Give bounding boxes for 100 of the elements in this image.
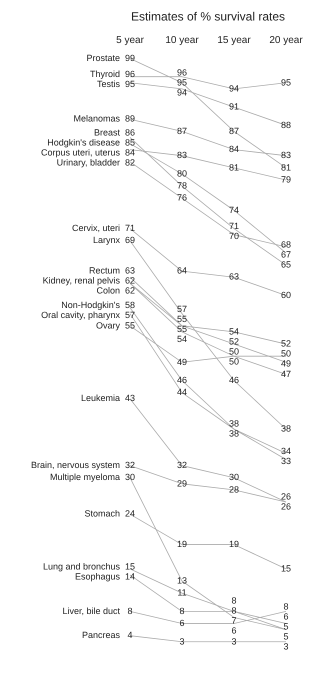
- data-label: 69: [124, 235, 136, 246]
- data-label: 81: [228, 162, 240, 172]
- data-label: 65: [280, 260, 292, 270]
- data-label: 4: [127, 630, 133, 640]
- series-label: Brain, nervous system: [30, 460, 120, 470]
- data-label: 67: [280, 249, 292, 260]
- data-label: 26: [280, 502, 292, 512]
- data-label: 80: [176, 168, 188, 178]
- series-label: Multiple myeloma: [50, 472, 120, 482]
- data-label: 29: [176, 478, 188, 488]
- data-label: 87: [176, 126, 188, 136]
- series-label: Melanomas: [73, 114, 120, 124]
- data-label: 95: [124, 79, 136, 90]
- data-label: 91: [228, 102, 240, 112]
- data-label: 58: [124, 300, 136, 310]
- data-label: 96: [176, 67, 188, 78]
- data-label: 74: [228, 204, 240, 215]
- data-label: 33: [280, 456, 292, 466]
- data-label: 84: [228, 144, 240, 154]
- data-label: 15: [280, 563, 292, 574]
- data-label: 54: [228, 326, 240, 336]
- data-label: 19: [176, 539, 188, 550]
- data-label: 19: [228, 539, 240, 550]
- data-label: 6: [179, 618, 185, 628]
- data-label: 96: [124, 69, 136, 80]
- data-label: 84: [124, 148, 136, 158]
- data-label: 68: [280, 239, 292, 250]
- data-label: 15: [124, 561, 136, 572]
- series-label: Oral cavity, pharynx: [41, 310, 120, 320]
- data-label: 52: [228, 336, 240, 347]
- data-label: 99: [124, 52, 136, 63]
- data-label: 46: [176, 374, 188, 385]
- data-label: 47: [280, 368, 292, 379]
- data-label: 70: [228, 231, 240, 242]
- data-label: 49: [280, 358, 292, 369]
- data-label: 88: [280, 120, 292, 130]
- data-label: 78: [176, 180, 188, 191]
- data-label: 64: [176, 266, 188, 276]
- data-label: 3: [179, 636, 185, 646]
- data-label: 85: [124, 138, 136, 148]
- data-label: 8: [231, 605, 237, 616]
- data-label: 46: [228, 374, 240, 385]
- data-label: 95: [176, 77, 188, 88]
- x-tick-label: 10 year: [165, 35, 200, 46]
- x-tick-label: 20 year: [269, 35, 304, 46]
- series-label: Breast: [94, 128, 120, 138]
- series-label: Leukemia: [80, 393, 120, 404]
- series-label: Lung and bronchus: [42, 561, 120, 572]
- data-label: 94: [176, 87, 188, 98]
- data-label: 89: [124, 114, 136, 124]
- series-label: Cervix, uteri: [72, 223, 120, 234]
- data-label: 95: [280, 77, 292, 88]
- data-label: 5: [283, 622, 289, 632]
- series-label: Kidney, renal pelvis: [42, 276, 120, 286]
- series-label: Testis: [96, 79, 120, 90]
- data-label: 60: [280, 290, 292, 300]
- data-label: 62: [124, 276, 136, 286]
- data-label: 30: [124, 472, 136, 482]
- series-label: Colon: [96, 286, 120, 296]
- data-label: 8: [179, 606, 185, 616]
- data-label: 44: [176, 387, 188, 398]
- data-label: 14: [124, 571, 136, 582]
- data-label: 71: [124, 223, 136, 234]
- data-label: 71: [228, 221, 240, 232]
- data-label: 79: [280, 174, 292, 184]
- data-label: 26: [280, 492, 292, 502]
- data-label: 8: [283, 602, 289, 612]
- data-label: 50: [228, 346, 240, 357]
- data-label: 38: [228, 428, 240, 439]
- data-label: 5: [283, 632, 289, 642]
- series-label: Esophagus: [74, 571, 120, 582]
- data-label: 8: [127, 606, 133, 616]
- data-label: 83: [176, 150, 188, 160]
- data-label: 50: [280, 348, 292, 359]
- chart-title: Estimates of % survival rates: [130, 10, 286, 24]
- data-label: 94: [228, 83, 240, 94]
- data-label: 11: [177, 588, 187, 598]
- series-label: Liver, bile duct: [62, 606, 120, 616]
- series-label: Corpus uteri, uterus: [40, 148, 120, 158]
- data-label: 30: [228, 472, 240, 482]
- data-label: 52: [280, 338, 292, 349]
- x-tick-label: 5 year: [116, 35, 145, 46]
- series-label: Stomach: [84, 508, 120, 519]
- data-label: 43: [124, 393, 136, 404]
- data-label: 38: [280, 424, 292, 434]
- series-label: Prostate: [86, 52, 120, 63]
- data-label: 28: [228, 484, 240, 494]
- data-label: 81: [280, 162, 292, 172]
- series-label: Rectum: [88, 266, 120, 276]
- data-label: 38: [228, 418, 240, 429]
- x-tick-label: 15 year: [217, 35, 252, 46]
- data-label: 49: [176, 356, 188, 367]
- data-label: 6: [283, 612, 289, 622]
- series-label: Urinary, bladder: [56, 158, 120, 168]
- data-label: 50: [228, 356, 240, 367]
- data-label: 32: [176, 460, 188, 470]
- series-label: Non-Hodgkin's: [61, 300, 120, 310]
- series-label: Pancreas: [82, 630, 120, 640]
- series-label: Hodgkin's disease: [47, 138, 120, 148]
- data-label: 13: [176, 575, 188, 586]
